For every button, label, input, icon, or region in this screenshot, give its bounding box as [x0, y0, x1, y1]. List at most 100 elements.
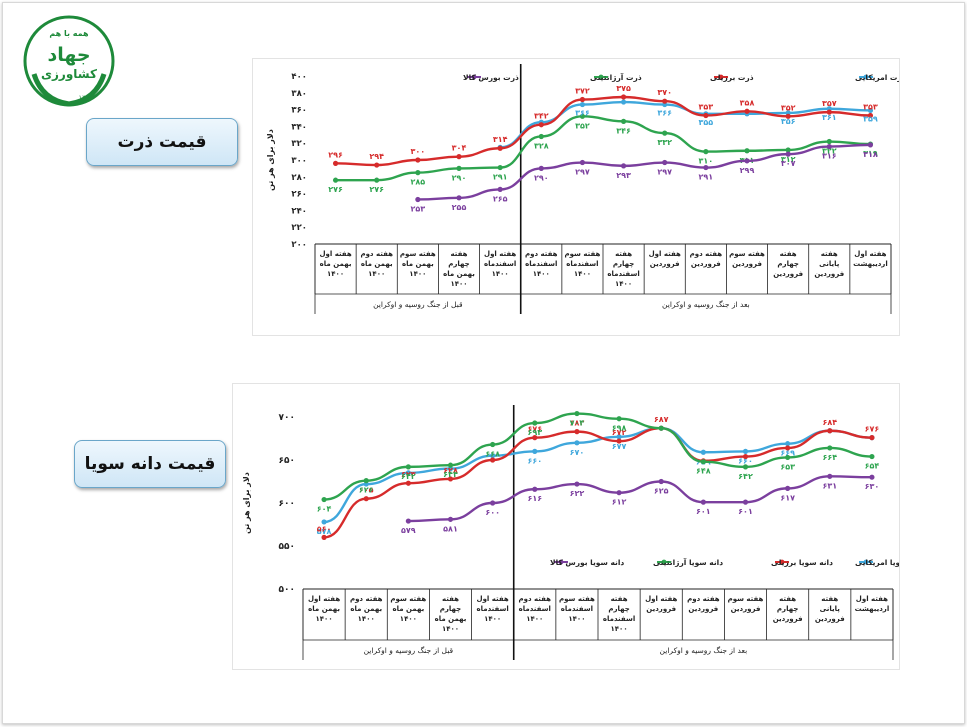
data-point — [742, 448, 749, 454]
legend-entry: ذرت برزیلی — [710, 73, 754, 82]
data-label: ۳۴۲ — [534, 112, 549, 121]
data-label: ۲۷۶ — [369, 185, 384, 194]
data-label: ۶۸۷ — [654, 415, 669, 424]
category-label: ۱۴۰۰ — [484, 615, 501, 623]
data-label: ۶۲۵ — [654, 487, 669, 496]
data-point — [742, 499, 749, 505]
data-label: ۶۷۶ — [865, 425, 880, 434]
category-label: ۱۴۰۰ — [533, 270, 550, 278]
data-point — [497, 186, 503, 192]
category-label: هفته اول — [645, 595, 677, 603]
data-label: ۶۲۸ — [443, 466, 458, 475]
data-label: ۳۵۳ — [699, 102, 714, 111]
data-label: ۶۶۰ — [527, 456, 542, 465]
data-point — [744, 158, 750, 164]
corn-chart-panel: ۲۰۰ ۲۲۰ ۲۴۰ ۲۶۰ ۲۸۰ ۳۰۰ ۳۲۰ ۳۴۰ ۳۶۰ ۳۸۰ ۴۰۰ دلار بر… — [252, 58, 906, 336]
category-label: ۱۴۰۰ — [400, 615, 417, 623]
category-label: بهمن ماه — [443, 270, 475, 278]
data-label: ۲۸۵ — [411, 178, 426, 187]
data-point — [703, 164, 709, 171]
category-label: ۱۴۰۰ — [450, 280, 467, 288]
category-label: اردیبهشت — [853, 260, 888, 268]
category-label: هفته — [615, 250, 632, 258]
category-label: ۱۴۰۰ — [368, 270, 385, 278]
data-label: ۶۸۳ — [570, 419, 585, 428]
category-label: بهمن ماه — [308, 605, 340, 613]
category-label: هفته اول — [854, 250, 886, 258]
data-point — [620, 94, 627, 100]
data-label: ۲۹۷ — [575, 168, 590, 177]
data-point — [579, 96, 586, 103]
data-point — [742, 453, 749, 460]
category-label: هفته — [442, 595, 459, 603]
data-point — [620, 163, 627, 169]
data-point — [363, 478, 369, 484]
data-point — [405, 480, 411, 486]
category-label: ۱۴۰۰ — [327, 270, 344, 278]
data-label: ۳۵۹ — [863, 114, 878, 123]
category-label: چهارم — [440, 605, 461, 613]
data-label: ۲۹۱ — [699, 173, 714, 182]
data-point — [742, 464, 749, 470]
data-point — [321, 519, 327, 525]
data-label: ۳۵۲ — [781, 103, 796, 112]
data-label: ۳۶۱ — [822, 113, 837, 122]
y-tick-label: ۴۰۰ — [291, 72, 307, 82]
category-label: اسفندماه — [519, 605, 551, 613]
data-point — [867, 112, 874, 119]
data-label: ۳۰۴ — [452, 144, 467, 153]
data-label: ۶۲۳ — [401, 470, 416, 479]
data-label: ۶۷۶ — [527, 425, 542, 434]
data-label: ۶۰۱ — [738, 507, 753, 516]
category-label: بهمن ماه — [435, 615, 467, 623]
data-point — [744, 148, 750, 154]
category-label: هفته — [821, 595, 838, 603]
data-point — [827, 473, 833, 479]
category-label: فروردین — [688, 605, 718, 613]
legend-marker — [718, 74, 724, 80]
data-label: ۶۷۰ — [570, 448, 585, 457]
series-line-2 — [335, 115, 871, 182]
legend-marker — [863, 74, 869, 80]
data-label: ۶۱۲ — [612, 498, 627, 507]
data-point — [785, 485, 791, 491]
data-label: ۳۵۶ — [781, 117, 796, 126]
category-label: پایانی — [820, 605, 841, 613]
category-label: اردیبهشت — [855, 605, 890, 613]
data-label: ۳۷۰ — [657, 88, 672, 97]
data-point — [363, 496, 369, 502]
legend-marker — [598, 74, 604, 80]
data-point — [869, 435, 875, 441]
data-label: ۳۰۰ — [411, 147, 426, 156]
data-point — [456, 195, 462, 201]
data-label: ۶۸۴ — [822, 418, 837, 427]
category-label: ۱۴۰۰ — [409, 270, 426, 278]
data-label: ۶۶۸ — [485, 450, 500, 459]
data-label: ۶۴۲ — [401, 472, 416, 481]
data-label: ۳۷۲ — [575, 87, 590, 96]
category-label: بهمن ماه — [392, 605, 424, 613]
category-label: فروردین — [815, 615, 845, 623]
data-point — [574, 429, 580, 435]
data-point — [785, 454, 791, 461]
data-point — [700, 459, 706, 465]
data-label: ۲۶۵ — [493, 194, 508, 203]
data-point — [415, 170, 421, 176]
data-label: ۳۱۸ — [863, 150, 878, 159]
data-point — [579, 159, 586, 166]
data-point — [826, 143, 832, 150]
data-point — [490, 441, 496, 448]
logo-text-sub: کشاورزی — [41, 67, 97, 82]
data-point — [374, 177, 380, 183]
series-line-1 — [335, 95, 871, 167]
category-label: اسفندماه — [525, 260, 557, 268]
data-label: ۲۵۵ — [452, 203, 467, 212]
data-label: ۶۳۱ — [822, 481, 837, 490]
data-point — [415, 196, 421, 203]
data-label: ۶۹۳ — [527, 428, 542, 437]
category-label: هفته اول — [484, 250, 516, 258]
data-label: ۳۰۷ — [781, 159, 796, 168]
series-line-3 — [408, 475, 872, 523]
legend-marker — [471, 74, 477, 80]
category-label: هفته — [779, 595, 796, 603]
